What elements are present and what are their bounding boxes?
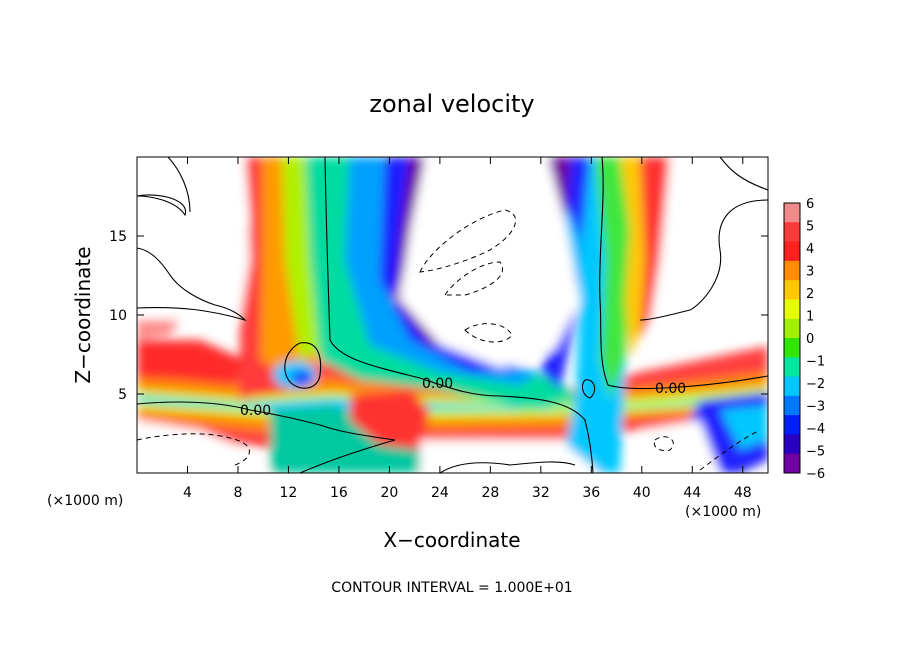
colorbar-tick-label: 2: [806, 287, 814, 302]
y-tick-label: 15: [109, 229, 127, 245]
negative-contours: [137, 209, 761, 471]
x-tick-label: 24: [431, 485, 449, 501]
colorbar-tick-label: −6: [806, 467, 825, 482]
x-axis: 4 8 12 16 20 24 28 32 36 40 44 48: [183, 157, 752, 501]
colorbar-swatch: [784, 299, 800, 320]
y-tick-label: 10: [109, 308, 127, 324]
x-tick-label: 32: [532, 485, 550, 501]
colorbar: 6 5 4 3 2 1 0 −1 −2 −3 −4 −5 −6: [783, 197, 825, 482]
colorbar-swatch: [784, 415, 800, 435]
contour-label: 0.00: [422, 376, 453, 392]
contour-labels: 0.00 0.00 0.00: [240, 376, 686, 419]
colorbar-tick-label: −4: [806, 422, 825, 437]
colorbar-tick-label: 3: [806, 265, 814, 280]
colorbar-tick-label: 4: [806, 242, 814, 257]
colorbar-tick-label: 5: [806, 220, 814, 235]
y-axis: 5 10 15: [109, 229, 768, 403]
x-unit-left: (×1000 m): [47, 493, 123, 509]
contour-label: 0.00: [240, 403, 271, 419]
x-tick-label: 12: [280, 485, 298, 501]
x-tick-label: 20: [380, 485, 398, 501]
colorbar-tick-label: 6: [806, 197, 814, 212]
x-axis-label: X−coordinate: [383, 528, 520, 552]
x-tick-label: 48: [734, 485, 752, 501]
y-tick-label: 5: [118, 387, 127, 403]
colorbar-swatch: [784, 357, 800, 378]
colorbar-swatch: [784, 338, 800, 358]
x-tick-label: 36: [582, 485, 600, 501]
x-tick-label: 28: [481, 485, 499, 501]
colorbar-swatch: [784, 241, 800, 262]
colorbar-swatch: [784, 222, 800, 243]
contour-label: 0.00: [655, 381, 686, 397]
x-tick-label: 44: [683, 485, 701, 501]
colorbar-swatch: [784, 260, 800, 281]
contour-interval: CONTOUR INTERVAL = 1.000E+01: [331, 580, 572, 596]
x-tick-label: 16: [330, 485, 348, 501]
colorbar-tick-label: 0: [806, 332, 814, 347]
colorbar-swatch: [784, 395, 800, 416]
x-tick-label: 4: [183, 485, 192, 501]
x-tick-label: 40: [633, 485, 651, 501]
colorbar-swatch: [784, 376, 800, 397]
colorbar-swatch: [784, 318, 800, 339]
colorbar-swatch: [784, 280, 800, 300]
y-axis-label: Z−coordinate: [71, 246, 95, 383]
colorbar-swatch: [784, 203, 800, 223]
x-tick-label: 8: [233, 485, 242, 501]
colorbar-swatch: [784, 434, 800, 455]
colorbar-tick-label: −1: [806, 355, 825, 370]
contour-lines: [137, 157, 768, 473]
x-unit-right: (×1000 m): [685, 504, 761, 520]
colorbar-tick-label: −3: [806, 400, 825, 415]
chart-title: zonal velocity: [369, 90, 534, 118]
plot-area: [136, 156, 769, 474]
colorbar-tick-label: −5: [806, 445, 825, 460]
colorbar-swatch: [784, 453, 800, 474]
colorbar-tick-label: 1: [806, 310, 814, 325]
colorbar-tick-label: −2: [806, 377, 825, 392]
